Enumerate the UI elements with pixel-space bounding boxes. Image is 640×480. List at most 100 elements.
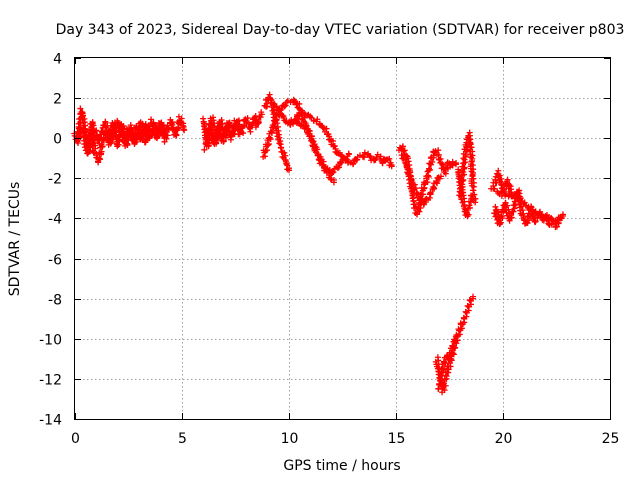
data-point-marker (98, 128, 105, 135)
data-point-marker (415, 191, 422, 198)
data-point-marker (264, 147, 271, 154)
data-point-marker (495, 174, 502, 181)
data-point-marker (557, 215, 564, 222)
data-point-marker (179, 122, 186, 129)
data-point-marker (440, 380, 447, 387)
data-point-marker (463, 209, 470, 216)
data-point-marker (278, 148, 285, 155)
data-point-marker (432, 148, 439, 155)
data-point-marker (469, 182, 476, 189)
data-point-marker (461, 156, 468, 163)
data-point-marker (248, 122, 255, 129)
data-point-marker (323, 125, 330, 132)
data-point-marker (215, 126, 222, 133)
data-point-marker (91, 128, 98, 135)
data-point-marker (308, 135, 315, 142)
data-point-marker (449, 158, 456, 165)
data-point-marker (404, 155, 411, 162)
data-point-marker (277, 107, 284, 114)
data-point-marker (78, 108, 85, 115)
data-point-marker (456, 331, 463, 338)
data-point-marker (449, 342, 456, 349)
data-point-marker (301, 118, 308, 125)
data-point-marker (79, 129, 86, 136)
data-point-marker (425, 173, 432, 180)
data-point-marker (258, 109, 265, 116)
data-point-marker (275, 136, 282, 143)
grid-lines (75, 58, 610, 419)
data-point-marker (108, 135, 115, 142)
data-point-marker (252, 124, 259, 131)
data-point-marker (345, 151, 352, 158)
data-point-marker (161, 127, 168, 134)
data-point-marker (96, 140, 103, 147)
data-point-marker (440, 365, 447, 372)
data-point-marker (497, 219, 504, 226)
data-point-marker (388, 163, 395, 170)
data-point-marker (406, 172, 413, 179)
data-point-marker (465, 205, 472, 212)
data-point-marker (441, 387, 448, 394)
data-point-marker (411, 186, 418, 193)
data-point-marker (331, 142, 338, 149)
data-point-marker (211, 136, 218, 143)
data-point-marker (103, 127, 110, 134)
data-point-marker (496, 220, 503, 227)
data-point-marker (409, 185, 416, 192)
y-tick-label: -12 (39, 373, 62, 389)
y-axis-label: SDTVAR / TECUs (7, 182, 23, 297)
data-point-marker (335, 164, 342, 171)
y-tick-label: 2 (53, 92, 62, 108)
data-point-marker (439, 366, 446, 373)
data-point-marker (463, 147, 470, 154)
data-point-marker (283, 161, 290, 168)
axis-ticks (75, 58, 611, 420)
y-tick-label: -10 (39, 333, 62, 349)
data-point-marker (467, 165, 474, 172)
data-point-marker (460, 176, 467, 183)
data-point-marker (505, 206, 512, 213)
y-tick-label: 0 (53, 132, 62, 148)
data-point-marker (440, 358, 447, 365)
data-point-marker (330, 179, 337, 186)
data-point-marker (145, 125, 152, 132)
data-point-marker (293, 101, 300, 108)
data-point-marker (493, 179, 500, 186)
data-point-marker (462, 308, 469, 315)
data-point-marker (508, 212, 515, 219)
y-tick-label: 4 (53, 52, 62, 68)
data-point-marker (421, 199, 428, 206)
data-point-marker (306, 127, 313, 134)
x-tick-label: 25 (602, 431, 620, 447)
data-point-marker (427, 189, 434, 196)
data-point-marker (366, 152, 373, 159)
data-point-marker (323, 169, 330, 176)
data-point-marker (470, 293, 477, 300)
data-point-marker (116, 129, 123, 136)
y-tick-label: -14 (39, 413, 62, 429)
data-point-marker (276, 140, 283, 147)
data-point-marker (133, 123, 140, 130)
data-point-marker (279, 153, 286, 160)
y-tick-label: -4 (48, 212, 62, 228)
data-point-marker (468, 168, 475, 175)
data-point-marker (509, 208, 516, 215)
data-point-marker (267, 128, 274, 135)
data-point-marker (89, 119, 96, 126)
data-point-marker (559, 211, 566, 218)
data-point-marker (236, 131, 243, 138)
data-point-marker (315, 152, 322, 159)
data-point-marker (502, 192, 509, 199)
data-point-marker (274, 133, 281, 140)
data-point-marker (449, 349, 456, 356)
data-point-marker (160, 122, 167, 129)
data-point-marker (142, 139, 149, 146)
data-point-marker (83, 139, 90, 146)
data-point-marker (200, 115, 207, 122)
data-point-marker (442, 170, 449, 177)
data-point-marker (438, 372, 445, 379)
data-point-marker (338, 159, 345, 166)
data-point-marker (228, 130, 235, 137)
x-tick-label: 20 (495, 431, 513, 447)
data-point-marker (165, 125, 172, 132)
